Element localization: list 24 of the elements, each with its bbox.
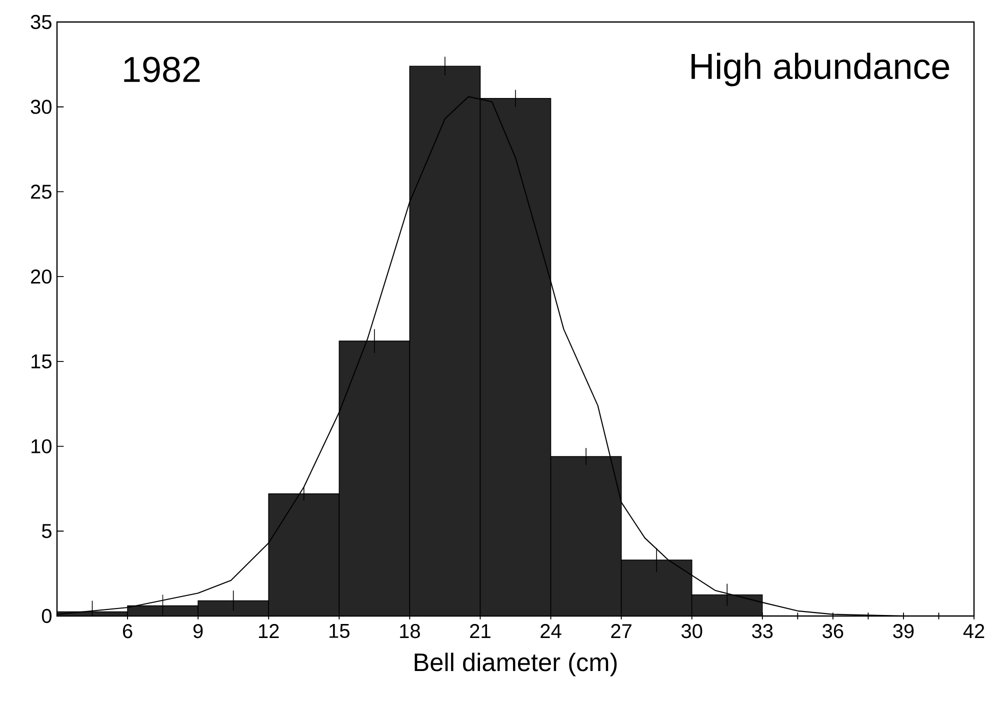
x-tick-label: 18 xyxy=(400,624,420,638)
y-tick-label: 0 xyxy=(42,608,52,624)
y-tick-label: 5 xyxy=(42,524,52,538)
x-axis-title: Bell diameter (cm) xyxy=(414,652,617,676)
x-tick-label: 21 xyxy=(470,624,490,638)
x-tick-label: 42 xyxy=(963,624,984,638)
y-tick-label: 10 xyxy=(32,439,52,454)
x-tick-label: 33 xyxy=(752,624,773,638)
y-tick-label: 25 xyxy=(31,184,52,199)
x-tick-label: 36 xyxy=(822,624,844,638)
y-tick-label: 30 xyxy=(30,100,52,114)
x-tick-label: 39 xyxy=(893,624,914,638)
annotation: 1982 xyxy=(124,56,200,82)
x-tick-label: 6 xyxy=(123,624,132,638)
x-tick-label: 27 xyxy=(611,624,632,638)
x-tick-label: 9 xyxy=(193,624,203,638)
x-tick-label: 15 xyxy=(330,624,350,638)
y-tick-label: 35 xyxy=(30,14,52,30)
y-tick-label: 20 xyxy=(31,269,52,284)
y-tick-label: 15 xyxy=(32,354,52,368)
annotation: High abundance xyxy=(692,52,950,86)
x-tick-label: 24 xyxy=(540,624,562,638)
x-tick-label: 30 xyxy=(681,624,702,638)
x-tick-label: 12 xyxy=(259,624,279,638)
